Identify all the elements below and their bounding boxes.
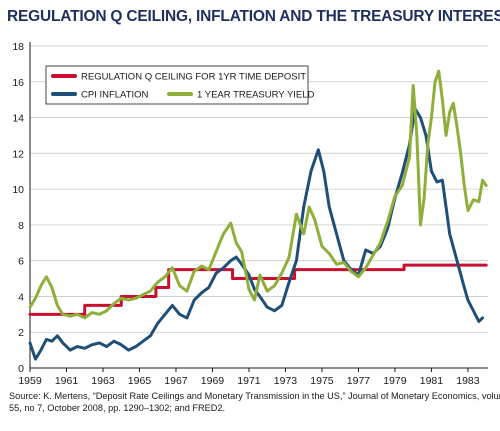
y-tick-label: 12 — [12, 148, 24, 160]
chart-title: REGULATION Q CEILING, INFLATION AND THE … — [7, 8, 500, 25]
x-tick-label: 1967 — [164, 375, 188, 387]
series-line-cpi-inflation — [28, 107, 485, 361]
x-tick-label: 1981 — [420, 375, 444, 387]
x-tick-label: 1973 — [274, 375, 298, 387]
x-tick-label: 1959 — [18, 375, 42, 387]
x-tick-label: 1983 — [456, 375, 480, 387]
x-tick-label: 1977 — [347, 375, 371, 387]
y-tick-label: 10 — [12, 184, 24, 196]
source-line-1: Source: K. Mertens, “Deposit Rate Ceilin… — [9, 391, 500, 401]
x-tick-label: 1975 — [310, 375, 334, 387]
x-tick-label: 1961 — [55, 375, 79, 387]
y-tick-label: 6 — [18, 256, 24, 268]
legend: REGULATION Q CEILING FOR 1YR TIME DEPOSI… — [45, 65, 315, 105]
y-tick-label: 2 — [18, 327, 24, 339]
y-tick-label: 4 — [18, 291, 24, 303]
x-tick-label: 1979 — [383, 375, 407, 387]
gridlines — [30, 45, 488, 333]
x-tick-label: 1965 — [128, 375, 152, 387]
y-tick-label: 8 — [18, 220, 24, 232]
legend-label: 1 YEAR TREASURY YIELD — [197, 90, 315, 101]
y-tick-label: 18 — [12, 41, 24, 53]
x-tick-label: 1971 — [237, 375, 261, 387]
series-layer — [28, 69, 488, 361]
axes: 0 2 4 6 8 10 12 14 16 18 1959 1961 1963 1965 1967 1969 1… — [12, 41, 488, 387]
x-tick-label: 1969 — [201, 375, 225, 387]
series-line-treasury-yield — [28, 69, 488, 320]
source-line-2: 55, no 7, October 2008, pp. 1290–1302; a… — [9, 403, 225, 413]
legend-label: CPI INFLATION — [81, 90, 149, 101]
legend-box — [45, 65, 309, 105]
x-tick-label: 1963 — [91, 375, 115, 387]
y-tick-label: 16 — [12, 77, 24, 89]
y-tick-label: 0 — [18, 363, 24, 375]
y-tick-label: 14 — [12, 113, 24, 125]
legend-label: REGULATION Q CEILING FOR 1YR TIME DEPOSI… — [81, 72, 306, 83]
